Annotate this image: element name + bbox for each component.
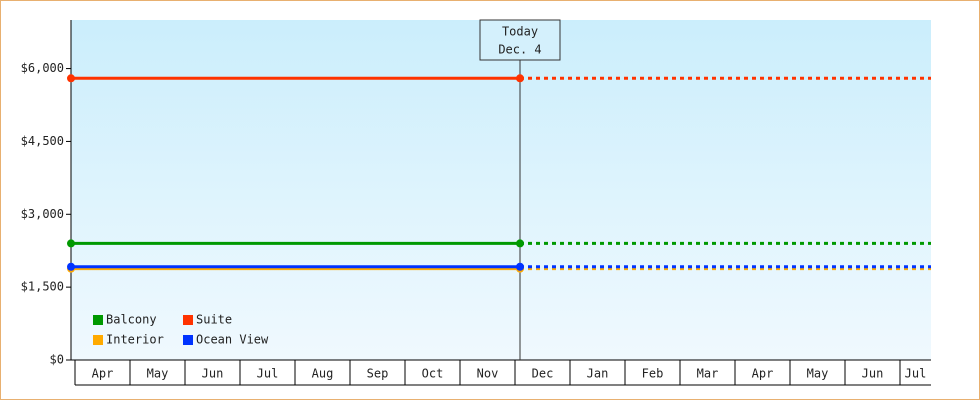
point [516,74,524,83]
y-tick-label: $6,000 [21,61,64,75]
y-tick-label: $1,500 [21,280,64,294]
today-box [479,19,561,61]
x-tick-label: Feb [642,367,664,381]
x-tick-label: Jul [905,367,927,381]
x-tick-label: May [807,367,829,381]
y-tick-label: $0 [50,353,64,367]
x-tick-label: Jul [257,367,279,381]
y-tick-label: $3,000 [21,207,64,221]
x-tick-label: Dec [532,367,554,381]
x-tick-label: Mar [697,367,719,381]
legend-swatch [183,315,193,325]
legend-swatch [183,335,193,345]
x-tick-label: Apr [752,367,774,381]
point [67,74,75,83]
x-tick-label: Sep [367,367,389,381]
x-tick-label: Jan [587,367,609,381]
point [67,239,75,248]
legend-swatch [93,315,103,325]
legend-label: Interior [106,333,164,347]
point [516,262,524,271]
x-tick-label: Jun [202,367,224,381]
legend-swatch [93,335,103,345]
legend-label: Suite [196,313,232,327]
point [516,239,524,248]
legend-label: Balcony [106,313,157,327]
x-tick-label: Jun [862,367,884,381]
x-tick-label: Oct [422,367,444,381]
x-tick-label: Nov [477,367,499,381]
legend-label: Ocean View [196,333,269,347]
x-tick-label: Apr [92,367,114,381]
x-tick-label: May [147,367,169,381]
today-date: Dec. 4 [498,43,541,57]
today-label: Today [502,25,538,39]
x-tick-label: Aug [312,367,334,381]
y-tick-label: $4,500 [21,134,64,148]
point [67,262,75,271]
plot-area [71,20,931,360]
